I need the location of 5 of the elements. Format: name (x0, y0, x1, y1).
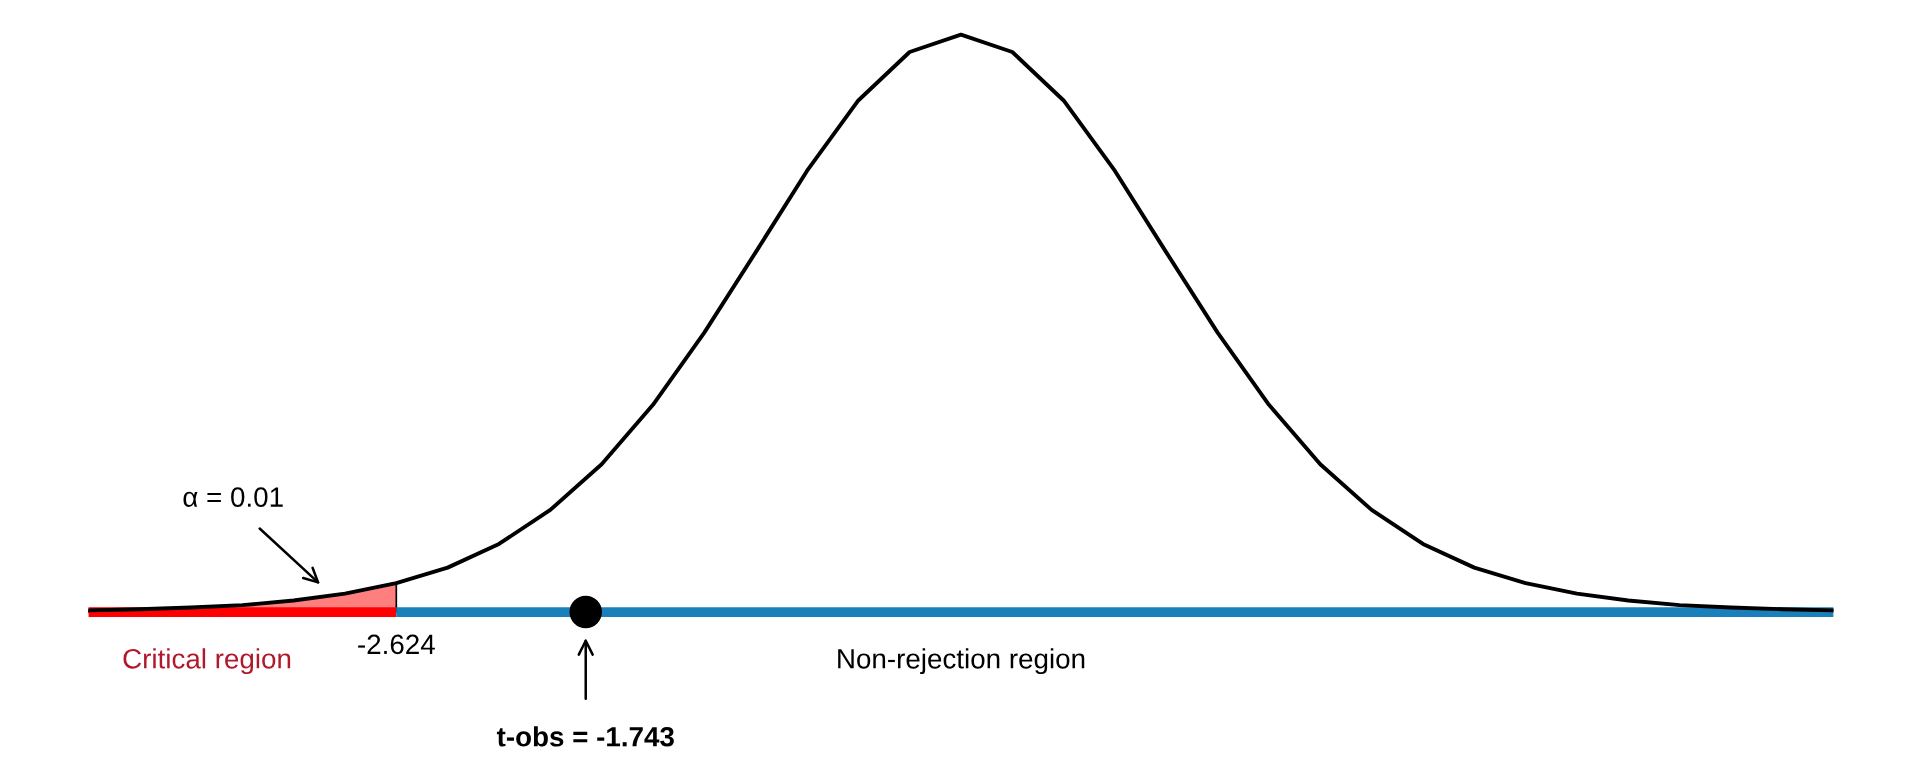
text: -2.624 (358, 634, 435, 655)
annotation: α = 0.01 (183, 487, 283, 507)
text: t-obs = -1.743 (496, 726, 674, 747)
text: Critical region (123, 648, 291, 675)
text: Non-rejection region (838, 648, 1085, 675)
